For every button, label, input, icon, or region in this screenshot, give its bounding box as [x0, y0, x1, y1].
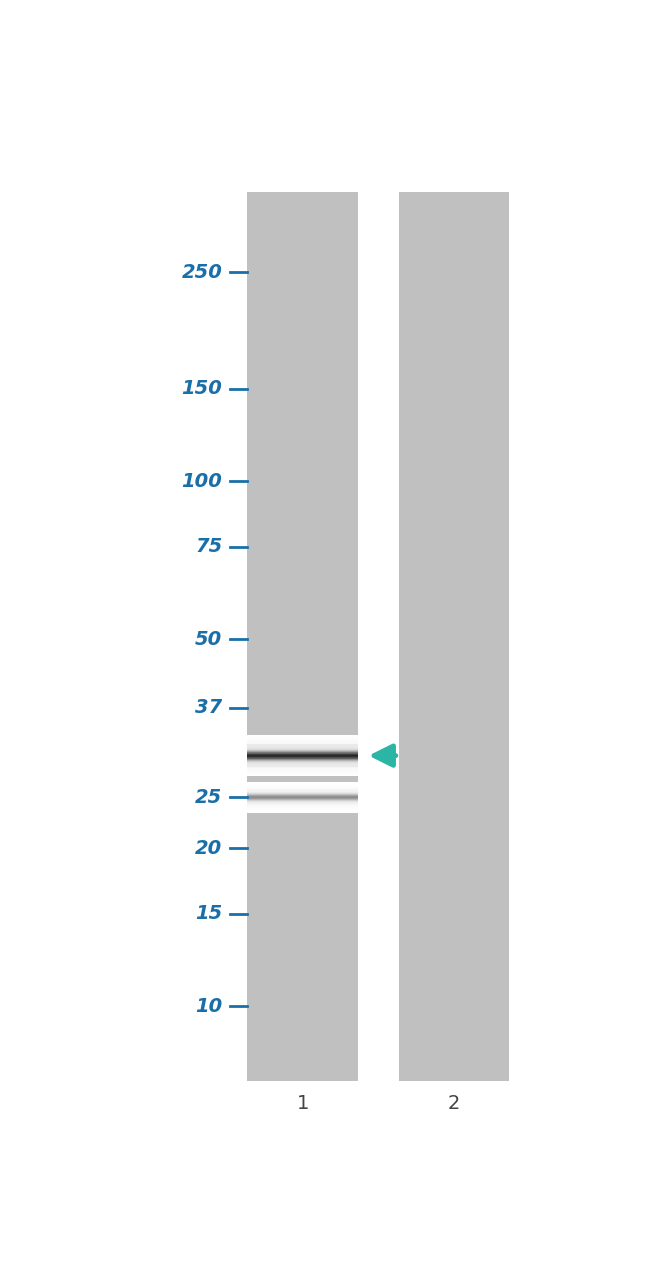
Bar: [248, 768, 358, 771]
Bar: [248, 752, 358, 753]
Bar: [248, 767, 358, 770]
Text: 25: 25: [195, 787, 222, 806]
Bar: [248, 796, 358, 798]
Bar: [248, 808, 358, 809]
Bar: [248, 770, 358, 772]
Bar: [248, 798, 358, 799]
Bar: [248, 745, 358, 748]
Bar: [248, 757, 358, 758]
Bar: [248, 799, 358, 800]
Bar: [248, 773, 358, 775]
Bar: [248, 798, 358, 799]
Bar: [248, 810, 358, 812]
Bar: [248, 743, 358, 745]
Bar: [248, 735, 358, 737]
Bar: [248, 786, 358, 787]
Text: 10: 10: [195, 997, 222, 1016]
Bar: [248, 740, 358, 743]
Bar: [248, 794, 358, 795]
Bar: [248, 800, 358, 801]
Bar: [248, 761, 358, 763]
Bar: [248, 192, 358, 1082]
Bar: [248, 749, 358, 752]
Bar: [248, 737, 358, 738]
Bar: [248, 806, 358, 809]
Text: 1: 1: [296, 1095, 309, 1114]
Bar: [248, 748, 358, 751]
Bar: [248, 803, 358, 804]
Bar: [248, 795, 358, 796]
Bar: [248, 801, 358, 803]
Bar: [248, 765, 358, 767]
Bar: [248, 791, 358, 792]
Bar: [248, 812, 358, 813]
Bar: [248, 787, 358, 790]
Bar: [248, 744, 358, 747]
Bar: [248, 759, 358, 761]
Bar: [248, 762, 358, 765]
Bar: [248, 809, 358, 810]
Bar: [248, 747, 358, 749]
Bar: [248, 782, 358, 784]
Text: 20: 20: [195, 838, 222, 857]
Bar: [248, 785, 358, 786]
Bar: [248, 758, 358, 759]
Text: 75: 75: [195, 537, 222, 556]
Text: 37: 37: [195, 698, 222, 718]
Bar: [398, 192, 510, 1082]
Bar: [248, 738, 358, 739]
Bar: [248, 787, 358, 789]
Bar: [248, 754, 358, 756]
Bar: [248, 771, 358, 773]
Text: 150: 150: [181, 380, 222, 399]
Bar: [248, 763, 358, 766]
Bar: [248, 792, 358, 794]
Bar: [248, 756, 358, 757]
Bar: [248, 805, 358, 806]
Bar: [248, 775, 358, 776]
Text: 250: 250: [181, 263, 222, 282]
Bar: [248, 766, 358, 768]
Bar: [248, 806, 358, 808]
Bar: [248, 792, 358, 794]
Bar: [248, 742, 358, 744]
Bar: [248, 804, 358, 805]
Bar: [248, 784, 358, 785]
Bar: [248, 790, 358, 791]
Bar: [248, 753, 358, 754]
Text: 100: 100: [181, 471, 222, 490]
Text: 50: 50: [195, 630, 222, 649]
Bar: [248, 739, 358, 742]
Text: 15: 15: [195, 904, 222, 923]
Text: 2: 2: [448, 1095, 460, 1114]
Bar: [248, 782, 358, 785]
Bar: [248, 803, 358, 804]
Bar: [248, 789, 358, 790]
